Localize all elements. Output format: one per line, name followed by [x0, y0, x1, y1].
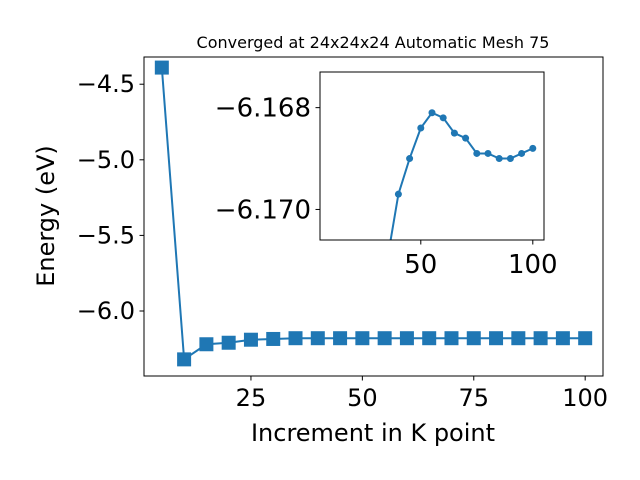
inset-data-point: [529, 144, 537, 152]
main-data-point: [511, 331, 526, 346]
inset-data-point: [394, 190, 402, 198]
main-y-tick-label: −4.5: [77, 70, 135, 98]
inset-x-tick-label: 50: [404, 250, 437, 280]
inset-data-point: [450, 129, 458, 137]
main-data-point: [199, 337, 214, 352]
inset-y-tick-label: −6.168: [215, 94, 311, 124]
main-plot: 25 50 75 100 −4.5 −5.0 −5.5 −6.0: [77, 56, 608, 412]
inset-data-point: [439, 114, 447, 122]
main-data-point: [466, 331, 481, 346]
inset-plot-frame: [319, 71, 545, 241]
main-axis-ticks: 25 50 75 100 −4.5 −5.0 −5.5 −6.0: [77, 70, 608, 412]
inset-data-point: [518, 149, 526, 157]
main-data-point: [288, 331, 303, 346]
main-data-point: [377, 331, 392, 346]
main-y-tick-label: −5.0: [77, 146, 135, 174]
main-x-tick-label: 100: [562, 384, 608, 412]
main-y-tick-label: −5.5: [77, 221, 135, 249]
chart-title: Converged at 24x24x24 Automatic Mesh 75: [197, 33, 550, 52]
inset-background: [320, 72, 544, 240]
inset-y-tick-label: −6.170: [215, 195, 311, 225]
inset-data-point: [417, 124, 425, 132]
inset-data-point: [406, 155, 414, 163]
inset-x-tick-label: 100: [508, 250, 558, 280]
main-y-tick-label: −6.0: [77, 297, 135, 325]
main-data-point: [578, 331, 593, 346]
y-axis-label: Energy (eV): [32, 145, 60, 287]
main-data-point: [555, 331, 570, 346]
inset-axis-ticks: 50 100 −6.170 −6.168: [215, 94, 558, 280]
inset-plot: 50 100 −6.170 −6.168: [215, 71, 558, 280]
main-data-point: [333, 331, 348, 346]
main-x-tick-label: 50: [347, 384, 378, 412]
main-data-point: [355, 331, 370, 346]
main-x-tick-label: 25: [236, 384, 267, 412]
main-data-point: [177, 352, 192, 367]
inset-data-point: [384, 257, 391, 264]
main-data-point: [533, 331, 548, 346]
inset-data-point: [473, 149, 481, 157]
main-series: [154, 60, 593, 367]
main-data-point: [221, 335, 236, 350]
inset-data-point: [484, 149, 492, 157]
inset-series: [384, 109, 537, 264]
main-plot-frame: [143, 56, 604, 377]
main-data-point: [444, 331, 459, 346]
inset-data-point: [506, 155, 514, 163]
main-data-point: [154, 60, 169, 75]
main-data-point: [422, 331, 437, 346]
main-x-tick-label: 75: [458, 384, 489, 412]
inset-data-point: [495, 155, 503, 163]
main-data-point: [266, 331, 281, 346]
main-data-point: [399, 331, 414, 346]
inset-data-point: [428, 109, 436, 117]
main-data-point: [243, 332, 258, 347]
main-data-point: [489, 331, 504, 346]
x-axis-label: Increment in K point: [251, 419, 495, 447]
inset-data-point: [462, 134, 470, 142]
main-data-point: [310, 331, 325, 346]
